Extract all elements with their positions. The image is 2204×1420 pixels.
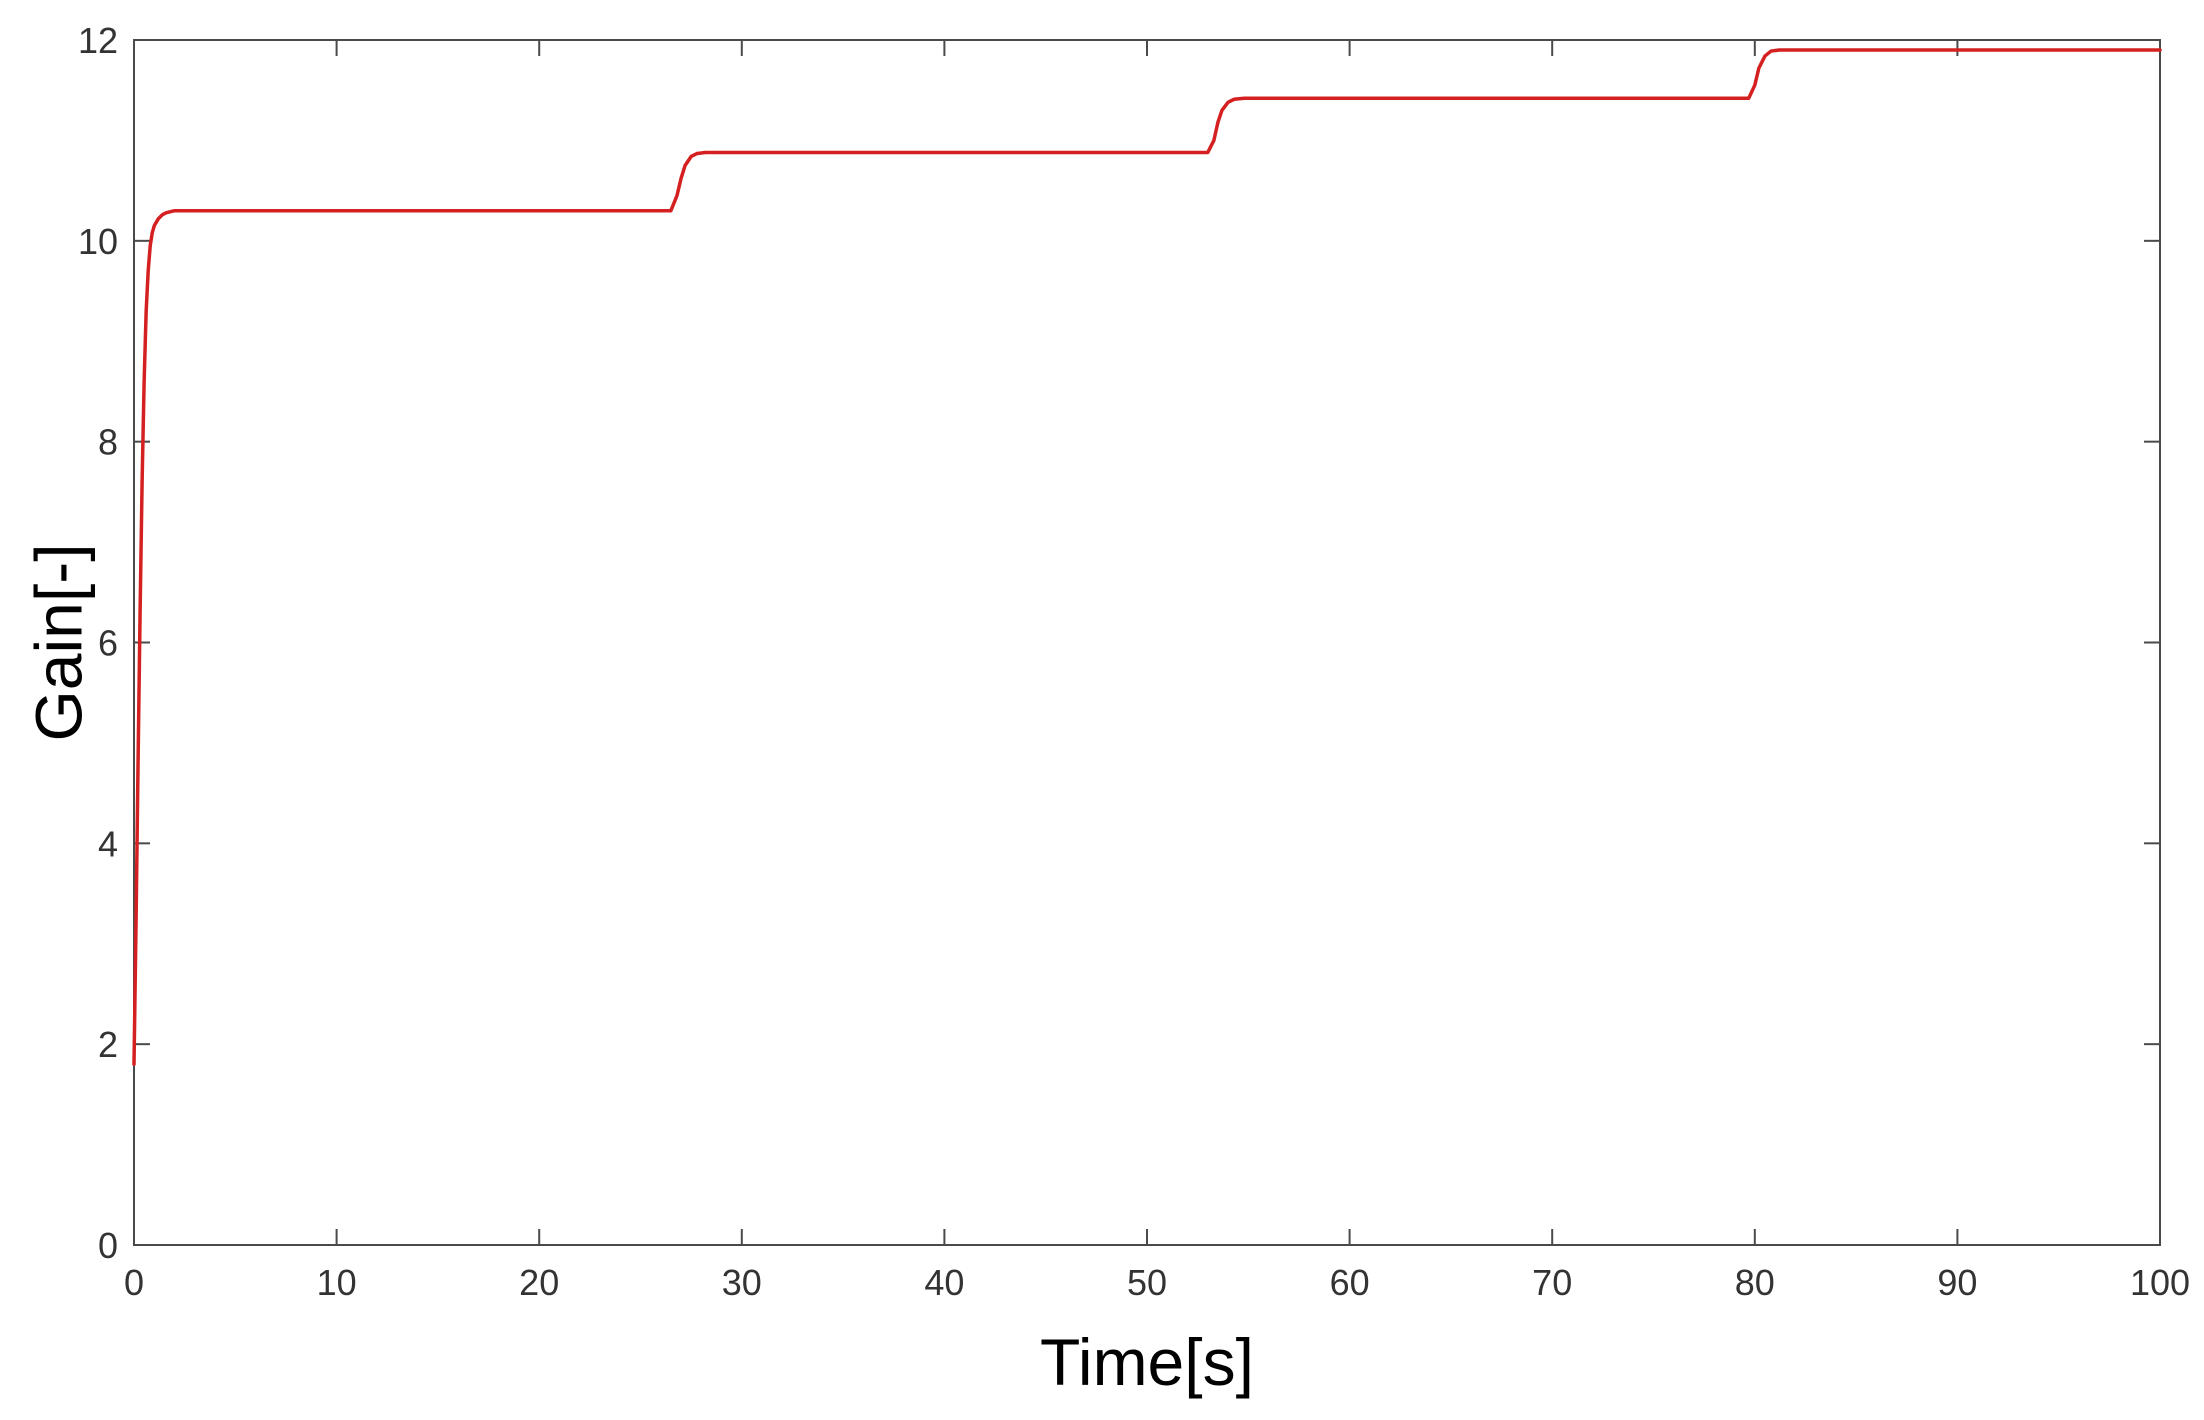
x-tick-label: 90 (1937, 1262, 1977, 1303)
x-tick-label: 20 (519, 1262, 559, 1303)
x-tick-label: 10 (317, 1262, 357, 1303)
x-tick-label: 40 (924, 1262, 964, 1303)
y-tick-label: 10 (78, 221, 118, 262)
y-axis-label: Gain[-] (21, 543, 95, 741)
plot-frame (133, 39, 2161, 1246)
y-tick-label: 2 (98, 1024, 118, 1065)
y-tick-label: 12 (78, 20, 118, 61)
series-layer (132, 48, 2162, 1066)
y-tick-label: 4 (98, 823, 118, 864)
x-tick-label: 100 (2130, 1262, 2190, 1303)
y-tick-label: 0 (98, 1225, 118, 1266)
y-tick-label: 6 (98, 623, 118, 664)
x-tick-label: 30 (722, 1262, 762, 1303)
x-axis-label: Time[s] (1040, 1325, 1254, 1399)
plot-frame-rect (133, 39, 2161, 1246)
x-tick-label: 0 (124, 1262, 144, 1303)
y-tick-label: 8 (98, 422, 118, 463)
x-tick-label: 80 (1735, 1262, 1775, 1303)
x-tick-label: 70 (1532, 1262, 1572, 1303)
x-tick-label: 60 (1330, 1262, 1370, 1303)
series-line-1 (132, 48, 2162, 1066)
x-tick-label: 50 (1127, 1262, 1167, 1303)
ticks-layer: 0 10 20 30 40 50 60 70 80 90 100 0 2 4 6 8 10 12 (78, 20, 2190, 1303)
